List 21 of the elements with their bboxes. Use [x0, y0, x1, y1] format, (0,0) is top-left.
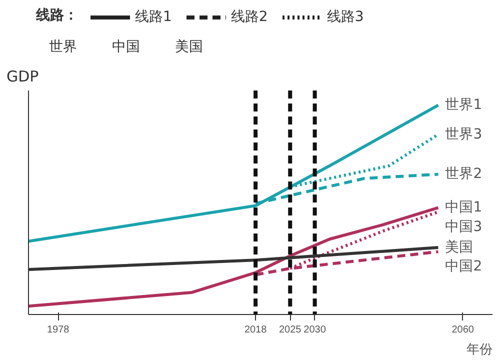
series-label: 中国2	[445, 258, 482, 275]
x-tick-label: 2060	[452, 324, 474, 336]
text: 线路3	[326, 8, 364, 26]
text: 线路2	[230, 8, 268, 26]
text: 中国	[112, 38, 140, 56]
x-tick-label: 2030	[304, 324, 326, 336]
series-label: 世界2	[445, 166, 482, 182]
series-label: 中国3	[445, 218, 482, 235]
text: 美国	[175, 38, 203, 56]
text: 世界	[49, 38, 77, 56]
text: 线路1	[135, 8, 172, 26]
series-label: 中国1	[445, 200, 482, 216]
y-axis-title: GDP	[6, 68, 39, 86]
legend-title: 线路：	[34, 8, 78, 24]
series-label: 美国	[445, 240, 474, 256]
x-tick-label: 1978	[46, 324, 70, 336]
x-axis-title: 年份	[466, 342, 492, 358]
x-tick-label: 2025	[278, 324, 302, 336]
x-tick-label: 2018	[244, 324, 268, 336]
series-label: 世界3	[445, 126, 482, 142]
series-label: 世界1	[445, 97, 482, 114]
